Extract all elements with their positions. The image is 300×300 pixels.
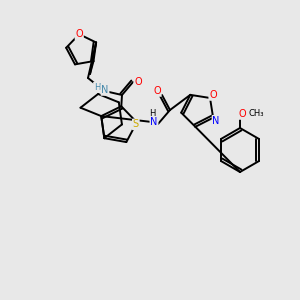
Text: O: O [153, 86, 161, 96]
Text: N: N [150, 117, 158, 127]
Text: H: H [149, 110, 155, 118]
Text: O: O [238, 109, 246, 119]
Text: O: O [75, 29, 83, 39]
Text: N: N [101, 85, 109, 95]
Text: CH₃: CH₃ [248, 110, 264, 118]
Text: H: H [94, 82, 100, 91]
Text: N: N [212, 116, 220, 126]
Text: O: O [134, 77, 142, 87]
Text: S: S [133, 119, 139, 129]
Text: O: O [209, 90, 217, 100]
